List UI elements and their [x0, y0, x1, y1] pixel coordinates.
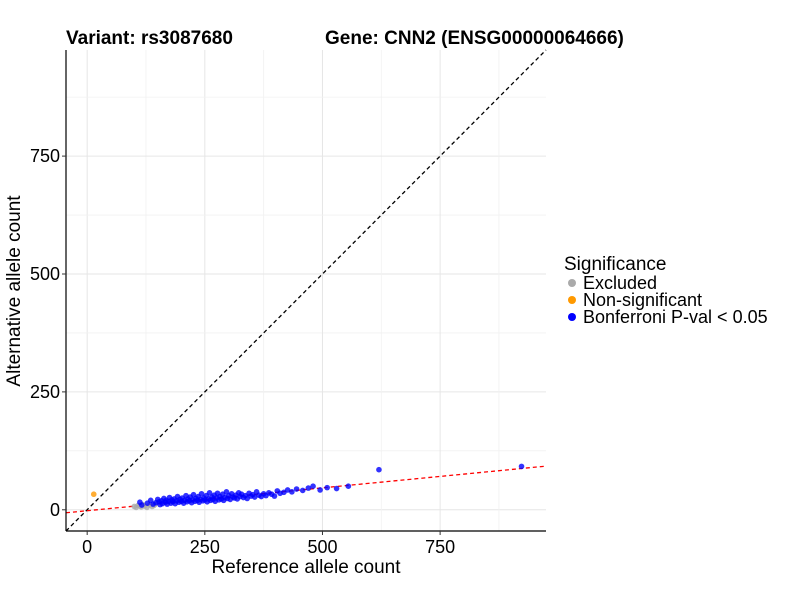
y-tick-label: 250 — [30, 382, 60, 402]
reference-lines — [65, 49, 547, 532]
chart-title-variant: Variant: rs3087680 — [66, 28, 233, 49]
data-point — [333, 485, 340, 492]
legend-item-label: Bonferroni P-val < 0.05 — [583, 307, 768, 327]
grid — [66, 50, 546, 531]
legend-item-label: Non-significant — [583, 290, 702, 310]
data-point — [305, 485, 312, 491]
chart-title-gene: Gene: CNN2 (ENSG00000064666) — [325, 28, 624, 49]
legend-item-label: Excluded — [583, 273, 657, 293]
data-point — [376, 466, 382, 473]
data-point — [289, 489, 295, 495]
data-point — [518, 463, 525, 470]
x-tick-label: 250 — [190, 537, 220, 557]
data-point — [206, 490, 213, 496]
data-point — [317, 487, 323, 493]
x-axis-label: Reference allele count — [211, 557, 401, 578]
data-point — [284, 487, 291, 493]
data-point — [345, 483, 352, 490]
x-tick-label: 0 — [82, 537, 92, 557]
legend-swatch — [568, 296, 576, 304]
data-point — [198, 490, 205, 497]
axes — [65, 50, 546, 532]
data-point — [271, 493, 278, 499]
tick-labels: 0 250 500 750 0 250 500 750 — [30, 146, 455, 557]
data-point — [251, 494, 258, 500]
data-point — [138, 502, 145, 508]
x-tick-label: 500 — [307, 537, 337, 557]
data-point — [293, 486, 300, 492]
legend-swatch — [568, 279, 576, 287]
x-tick-label: 750 — [425, 537, 455, 557]
data-point — [90, 491, 97, 498]
scatter-points — [90, 463, 525, 511]
y-tick-label: 0 — [50, 500, 60, 520]
y-tick-label: 500 — [30, 264, 60, 284]
data-point — [310, 483, 316, 490]
data-point — [324, 484, 330, 491]
legend-title: Significance — [564, 254, 666, 275]
data-point — [299, 487, 306, 494]
legend-swatch — [568, 313, 576, 321]
diagonal-reference-line — [65, 49, 547, 532]
y-tick-label: 750 — [30, 146, 60, 166]
y-axis-label: Alternative allele count — [4, 195, 25, 387]
legend: Significance ExcludedNon-significantBonf… — [564, 254, 768, 327]
